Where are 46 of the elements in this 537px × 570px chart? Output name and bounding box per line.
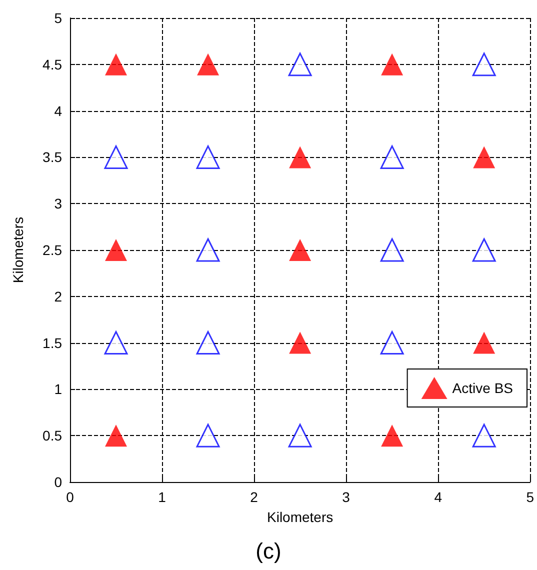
point — [381, 53, 404, 76]
y-tick-label: 0.5 — [42, 428, 62, 444]
text: (c) — [256, 538, 282, 564]
y-tick-label: 1 — [54, 381, 62, 398]
point — [105, 424, 128, 447]
point — [289, 239, 312, 261]
point — [381, 424, 404, 447]
point — [380, 145, 404, 169]
point — [288, 52, 312, 76]
y-tick-label: 1.5 — [42, 334, 62, 351]
point — [196, 145, 220, 169]
point — [473, 146, 496, 168]
point — [196, 331, 220, 355]
y-tick-label: 4 — [54, 102, 62, 119]
point — [104, 145, 128, 169]
y-tick-label: 4.5 — [42, 56, 62, 72]
x-tick-label: 4 — [434, 489, 442, 505]
point — [380, 238, 404, 262]
x-tick-label: 1 — [158, 489, 166, 505]
y-tick-label: 5 — [54, 10, 62, 26]
y-tick-label: 2.5 — [42, 242, 62, 258]
y-tick-label: 0 — [54, 474, 62, 490]
point — [196, 238, 220, 262]
point — [288, 424, 312, 448]
point — [105, 53, 128, 76]
y-tick-label: 3.5 — [42, 149, 62, 166]
y-tick-label: 3 — [54, 196, 62, 212]
legend-label: Active BS — [452, 380, 514, 396]
point — [472, 52, 496, 76]
point — [472, 238, 496, 262]
point — [380, 331, 404, 355]
point — [289, 146, 312, 168]
point — [472, 424, 496, 448]
point — [289, 332, 312, 354]
y-tick-label: 2 — [54, 288, 62, 304]
x-tick-label: 5 — [526, 489, 534, 505]
point — [196, 424, 220, 448]
x-tick-label: 3 — [342, 489, 350, 505]
x-tick-label: 0 — [66, 489, 74, 505]
point — [105, 239, 128, 261]
point — [104, 331, 128, 355]
y-axis-title: Kilometers — [10, 216, 26, 284]
point — [473, 332, 496, 354]
point — [197, 53, 220, 76]
x-axis-title: Kilometers — [266, 509, 334, 525]
x-tick-label: 2 — [250, 489, 258, 505]
